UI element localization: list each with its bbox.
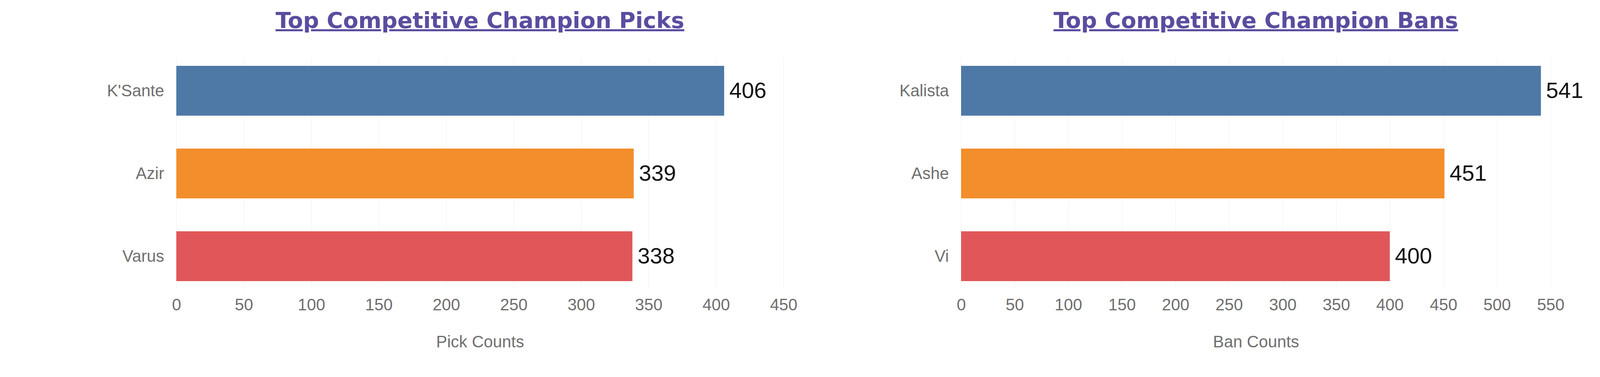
svg-text:200: 200 (1161, 295, 1190, 314)
html-text:Top Competitive Champion Picks: Top Competitive Champion Picks (275, 7, 685, 34)
svg-text:200: 200 (432, 295, 461, 314)
svg-text:541: 541 (1546, 77, 1584, 103)
svg-text:Varus: Varus (122, 247, 165, 266)
svg-text:550: 550 (1536, 295, 1565, 314)
svg-text:Vi: Vi (934, 247, 950, 266)
svg-text:300: 300 (1269, 295, 1297, 314)
svg-text:500: 500 (1483, 295, 1512, 314)
svg-text:400: 400 (1376, 295, 1404, 314)
svg-text:100: 100 (297, 295, 326, 314)
svg-text:100: 100 (1054, 295, 1083, 314)
svg-text:250: 250 (1215, 295, 1244, 314)
svg-text:50: 50 (234, 295, 254, 314)
svg-text:338: 338 (637, 243, 675, 269)
svg-text:406: 406 (729, 77, 767, 103)
svg-text:350: 350 (1322, 295, 1351, 314)
svg-text:450: 450 (769, 295, 798, 314)
svg-text:339: 339 (638, 160, 677, 186)
svg-text:50: 50 (1005, 295, 1025, 314)
svg-text:350: 350 (635, 295, 663, 314)
svg-text:450: 450 (1429, 295, 1458, 314)
svg-text:300: 300 (567, 295, 596, 314)
svg-text:0: 0 (956, 295, 966, 314)
svg-text:Kalista: Kalista (899, 81, 950, 100)
svg-text:400: 400 (1394, 243, 1432, 269)
svg-text:K'Sante: K'Sante (107, 81, 165, 100)
svg-text:150: 150 (1108, 295, 1136, 314)
svg-text:Ban Counts: Ban Counts (1212, 332, 1299, 351)
svg-text:0: 0 (171, 295, 181, 314)
html-text:Top Competitive Champion Bans: Top Competitive Champion Bans (1053, 7, 1459, 34)
svg-text:451: 451 (1449, 160, 1487, 186)
svg-text:150: 150 (364, 295, 393, 314)
svg-text:Azir: Azir (135, 164, 165, 183)
svg-text:250: 250 (500, 295, 528, 314)
svg-text:Pick Counts: Pick Counts (436, 332, 524, 351)
svg-text:400: 400 (702, 295, 730, 314)
svg-text:Ashe: Ashe (911, 164, 949, 183)
